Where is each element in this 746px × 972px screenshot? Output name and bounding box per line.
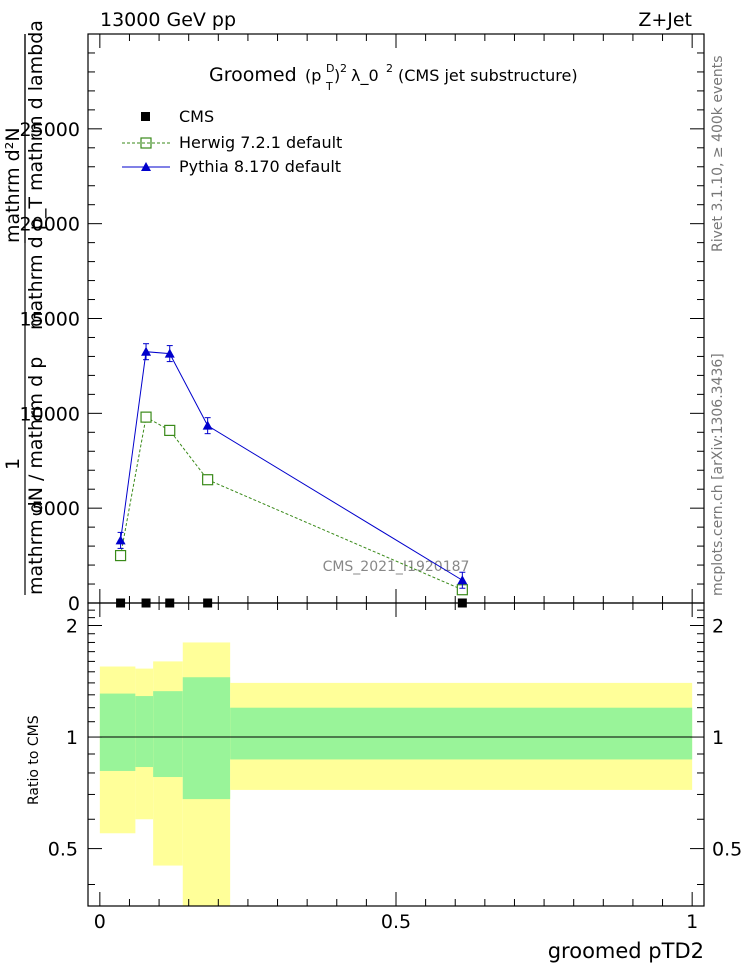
pythia-point (164, 348, 175, 358)
ratio-inner-band (135, 696, 154, 768)
pythia-line (120, 351, 463, 581)
main-y-ticks: 0 5000 10000 15000 20000 25000 (20, 52, 704, 615)
herwig-point (202, 474, 214, 486)
herwig-point (140, 411, 152, 423)
ratio-inner-band (182, 677, 231, 800)
title-tail: (CMS jet substructure) (398, 66, 578, 85)
legend-marker-herwig (140, 137, 152, 149)
ratio-inner-band (230, 707, 693, 760)
ratio-y-ticks: 0.5 0.5 1 1 2 2 (48, 609, 742, 886)
ratio-y-tick-label: 0.5 (48, 839, 78, 861)
ratio-y-tick-label-right: 0.5 (712, 839, 742, 861)
main-panel: 0 5000 10000 15000 20000 25000 Groomed (p D T… (2, 20, 705, 615)
title-sup-2b: 2 (386, 62, 393, 75)
x-tick-label: 0 (94, 911, 106, 933)
legend: CMS Herwig 7.2.1 default Pythia 8.170 de… (122, 107, 342, 176)
ratio-y-label: Ratio to CMS (26, 715, 42, 805)
pythia-point (115, 535, 126, 545)
legend-label-pythia: Pythia 8.170 default (179, 157, 341, 176)
legend-marker-pythia (141, 162, 151, 171)
herwig-point (114, 549, 127, 562)
main-y-tick-label: 15000 (20, 309, 80, 331)
legend-marker-cms (141, 112, 150, 121)
x-tick-label: 0.5 (381, 911, 411, 933)
legend-label-cms: CMS (179, 107, 214, 126)
header-right: Z+Jet (638, 9, 692, 31)
ylabel-top-denominator: mathrm d p_T mathrm d lambda (25, 20, 47, 330)
ratio-y-tick-label: 1 (66, 727, 78, 749)
title-sup-d: D (326, 62, 334, 75)
main-y-tick-label: 25000 (20, 119, 80, 141)
x-tick-label: 1 (686, 911, 698, 933)
ratio-panel: 0.5 0.51 12 2 0 0.5 1 Ratio to CMS groomed pT… (26, 602, 742, 963)
watermark: CMS_2021_I1920187 (323, 559, 470, 575)
ratio-inner-band (99, 693, 136, 771)
ratio-bands (99, 642, 693, 906)
rivet-label: Rivet 3.1.10, ≥ 400k events (710, 55, 726, 252)
ylabel-top: mathrm d²N (2, 127, 24, 243)
ratio-y-tick-label: 2 (66, 615, 78, 637)
title-lambda: λ_0 (351, 66, 379, 86)
main-x-ticks (99, 34, 693, 603)
main-y-tick-label: 10000 (20, 403, 80, 425)
pythia-point (202, 420, 213, 430)
main-series (114, 343, 468, 608)
x-axis-label: groomed pTD2 (548, 939, 704, 963)
ratio-inner-band (153, 691, 183, 778)
ylabel-main-one: 1 (2, 458, 24, 470)
main-y-tick-label: 5000 (32, 498, 80, 520)
title-sup-2a: 2 (340, 62, 347, 75)
header-left: 13000 GeV pp (100, 9, 236, 31)
title-word: Groomed (209, 64, 297, 86)
main-y-tick-label: 0 (68, 593, 80, 615)
main-y-label: mathrm d²N mathrm d p_T mathrm d lambda … (2, 20, 47, 595)
pythia-point (141, 346, 152, 356)
title-paren-open: (p (305, 66, 321, 85)
pythia-point (457, 575, 468, 585)
mcplots-label: mcplots.cern.ch [arXiv:1306.3436] (710, 353, 726, 596)
legend-label-herwig: Herwig 7.2.1 default (179, 133, 342, 152)
ratio-y-tick-label-right: 2 (712, 615, 724, 637)
ylabel-bottom: mathrm dN / mathrm d p (25, 357, 47, 595)
ratio-x-ticks: 0 0.5 1 (94, 603, 698, 933)
main-y-tick-label: 20000 (20, 214, 80, 236)
title-paren-close: ) (334, 66, 340, 85)
title-sub-t: T (325, 80, 333, 93)
herwig-point (164, 424, 176, 437)
ratio-y-tick-label-right: 1 (712, 727, 724, 749)
plot-title: Groomed (p D T ) 2 λ_0 2 (CMS jet substr… (209, 62, 578, 93)
